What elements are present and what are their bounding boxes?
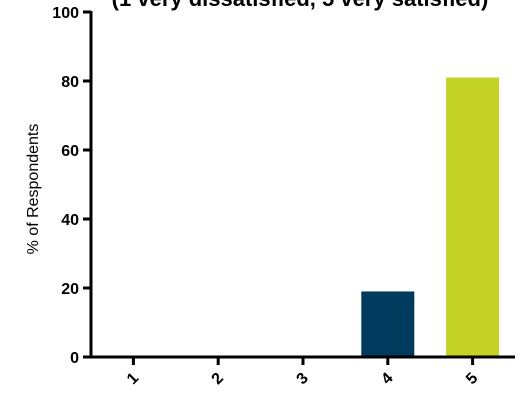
bar-5 — [446, 77, 500, 358]
chart-title: (1 very dissatisfied, 5 very satisfied) — [112, 0, 489, 11]
y-tick-label: 80 — [61, 74, 79, 91]
y-tick-label: 20 — [61, 281, 79, 298]
x-tick-label: 4 — [378, 370, 396, 388]
y-axis-label: % of Respondents — [25, 124, 42, 255]
bar-4 — [361, 291, 415, 357]
x-tick-label: 3 — [294, 370, 312, 388]
y-tick-label: 100 — [52, 5, 79, 22]
x-tick-label: 2 — [209, 370, 227, 388]
y-tick-label: 0 — [70, 350, 79, 367]
y-tick-label: 60 — [61, 143, 79, 160]
x-tick-label: 1 — [124, 370, 142, 388]
plot-area: 0 20 40 60 80 100 1 2 3 4 5 — [52, 5, 500, 388]
x-tick-label: 5 — [463, 370, 481, 388]
y-tick-label: 40 — [61, 212, 79, 229]
